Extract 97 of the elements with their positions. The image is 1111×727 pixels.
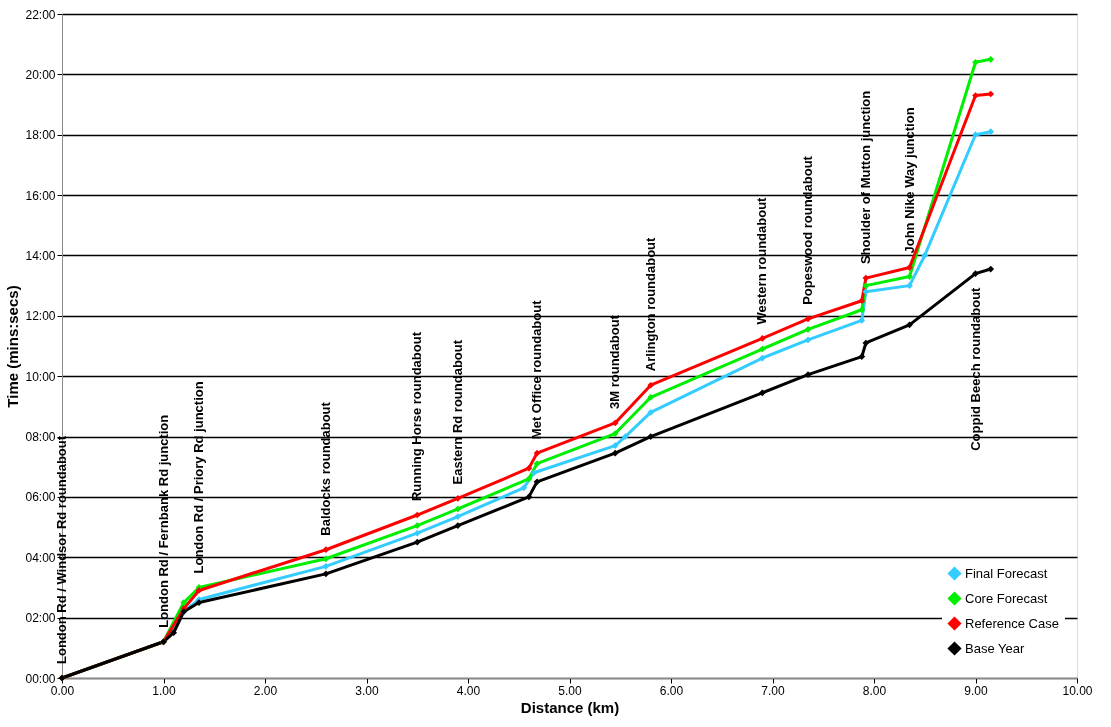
annotation: Coppid Beech roundabout <box>967 286 983 451</box>
point <box>862 282 870 289</box>
point <box>647 409 655 416</box>
annotation: Western roundabout <box>754 196 770 325</box>
point <box>921 252 929 259</box>
annotation: London Rd / Fernbank Rd junction <box>155 414 171 628</box>
point <box>647 393 655 401</box>
point <box>906 282 913 289</box>
point <box>454 522 462 529</box>
point <box>804 315 812 323</box>
point <box>972 270 979 277</box>
point <box>413 529 421 537</box>
y-tick-label: 02:00 <box>25 611 56 626</box>
x-tick-label: 8.00 <box>862 683 887 698</box>
y-tick-label: 06:00 <box>25 490 56 505</box>
point <box>858 297 866 305</box>
point <box>647 381 655 389</box>
point <box>533 449 541 457</box>
annotation: Popeswood roundabout <box>800 155 816 305</box>
point <box>611 419 619 427</box>
x-tick-label: 0.00 <box>50 683 75 698</box>
point <box>759 345 766 353</box>
point <box>530 469 538 477</box>
x-axis-title: Distance (km) <box>520 698 620 716</box>
point <box>862 274 870 282</box>
y-tick-label: 22:00 <box>25 7 56 22</box>
x-tick-label: 4.00 <box>456 683 481 698</box>
point <box>454 495 462 502</box>
annotation: Shoulder of Mutton junction <box>857 90 873 265</box>
point <box>858 306 866 314</box>
legend-label: Final Forecast <box>965 565 1048 581</box>
legend-label: Base Year <box>965 640 1025 656</box>
point <box>858 353 866 360</box>
point <box>804 336 812 344</box>
point <box>454 505 462 513</box>
point <box>322 555 330 563</box>
point <box>987 128 995 136</box>
point <box>413 511 421 519</box>
point <box>520 484 528 492</box>
point <box>987 55 995 63</box>
point <box>621 433 629 440</box>
y-tick-label: 10:00 <box>25 369 56 384</box>
x-tick-label: 6.00 <box>659 683 684 698</box>
annotation: Arlington roundabout <box>642 236 658 372</box>
y-axis-title: Time (mins:secs) <box>4 285 22 408</box>
point <box>413 538 421 546</box>
point <box>862 339 870 347</box>
point <box>170 629 177 637</box>
y-tick-label: 16:00 <box>25 188 56 203</box>
point <box>972 131 979 139</box>
legend-label: Reference Case <box>965 615 1059 631</box>
point <box>862 288 870 296</box>
y-tick-label: 08:00 <box>25 430 56 445</box>
point <box>322 570 330 578</box>
x-tick-label: 5.00 <box>558 683 582 698</box>
point <box>611 430 619 437</box>
point <box>611 442 619 449</box>
annotation: John Nike Way junction <box>901 107 917 254</box>
point <box>972 92 979 99</box>
point <box>322 562 330 570</box>
x-tick-label: 3.00 <box>355 683 379 698</box>
x-tick-label: 1.00 <box>152 683 176 698</box>
point <box>322 546 330 554</box>
point <box>759 335 766 342</box>
y-tick-label: 18:00 <box>25 128 56 143</box>
point <box>759 389 766 397</box>
y-tick-label: 04:00 <box>25 550 56 565</box>
annotation: Baldocks roundabout <box>317 401 333 536</box>
point <box>454 513 462 520</box>
x-tick-label: 9.00 <box>964 683 988 698</box>
legend-label: Core Forecast <box>965 590 1048 606</box>
point <box>611 449 619 457</box>
point <box>906 273 913 280</box>
y-tick-label: 00:00 <box>25 671 56 686</box>
x-tick-label: 7.00 <box>761 683 785 698</box>
point <box>180 599 188 606</box>
point <box>987 90 995 98</box>
annotation: Eastern Rd roundabout <box>449 339 465 485</box>
annotation: 3M roundabout <box>607 314 623 409</box>
point <box>525 475 533 483</box>
point <box>525 493 533 501</box>
point <box>533 478 541 486</box>
y-tick-label: 14:00 <box>25 248 56 263</box>
annotation: London Rd / Windsor Rd roundabout <box>54 435 69 664</box>
x-tick-label: 10.00 <box>1062 683 1093 698</box>
point <box>987 265 995 273</box>
y-tick-label: 12:00 <box>25 309 56 324</box>
point <box>413 522 421 529</box>
point <box>525 464 533 472</box>
point <box>759 354 766 362</box>
point <box>804 371 812 379</box>
point <box>972 58 979 66</box>
y-tick-label: 20:00 <box>25 67 56 82</box>
x-tick-label: 2.00 <box>253 683 278 698</box>
point <box>533 460 541 468</box>
point <box>906 321 913 329</box>
point <box>906 264 913 271</box>
